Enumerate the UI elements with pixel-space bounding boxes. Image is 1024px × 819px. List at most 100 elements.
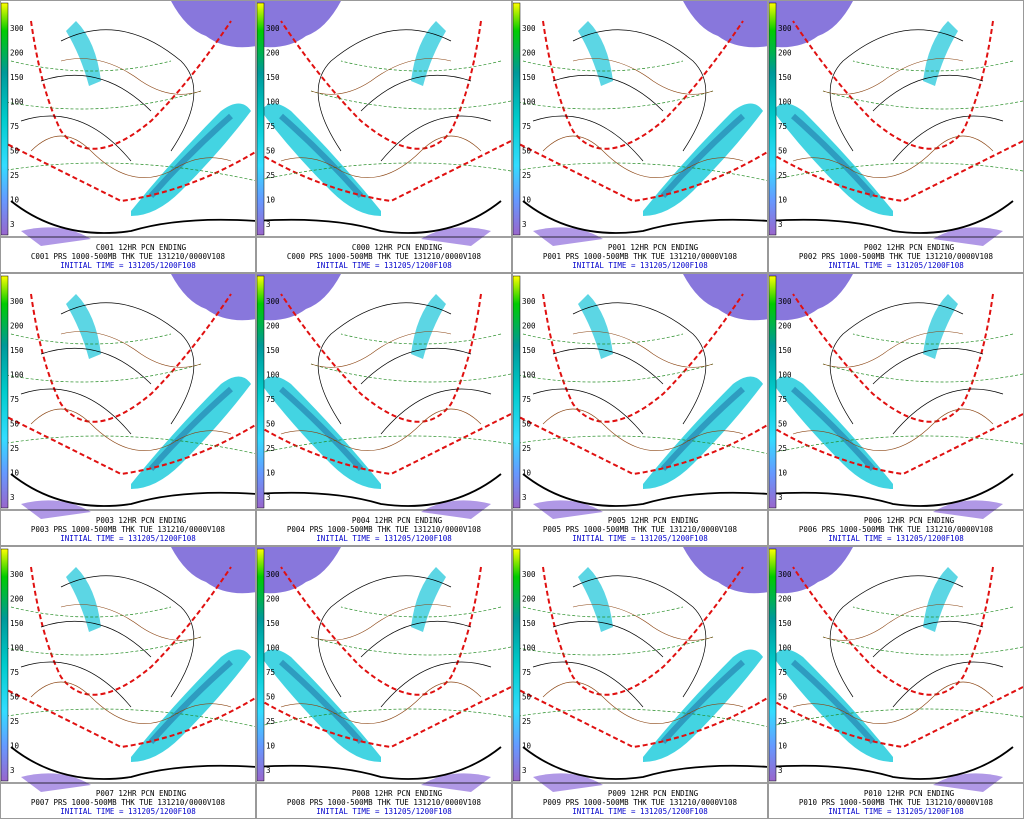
colorbar-label: 50 xyxy=(778,420,788,429)
colorbar-label: 10 xyxy=(522,196,532,205)
colorbar-label: 25 xyxy=(266,444,275,453)
colorbar-label: 50 xyxy=(778,693,788,702)
colorbar-label: 200 xyxy=(522,49,536,58)
colorbar-label: 25 xyxy=(266,171,275,180)
colorbar-label: 25 xyxy=(522,717,531,726)
map: 300 200 150 100 75 50 25 10 3 P004 12HR PCN ENDIN… xyxy=(257,274,511,543)
weather-overlay xyxy=(1,274,255,519)
weather-fields xyxy=(257,1,511,246)
panel-subtitle: P003 PRS 1000-500MB THK TUE 131210/0000V… xyxy=(31,525,226,534)
colorbar-label: 50 xyxy=(522,693,532,702)
colorbar-label: 75 xyxy=(778,395,787,404)
panel-title: C000 12HR PCN ENDING xyxy=(352,243,443,252)
map-panel: 300 200 150 100 75 50 25 10 3 P002 12HR PCN ENDIN… xyxy=(768,0,1024,273)
panel-init-time: INITIAL TIME = 131205/1200F108 xyxy=(60,261,196,270)
colorbar-label: 75 xyxy=(266,668,275,677)
colorbar-label: 75 xyxy=(778,668,787,677)
colorbar-label: 75 xyxy=(266,395,275,404)
colorbar-label: 200 xyxy=(778,49,792,58)
colorbar-label: 300 xyxy=(778,297,792,306)
colorbar-label: 100 xyxy=(778,98,792,107)
colorbar-label: 150 xyxy=(10,619,24,628)
weather-overlay xyxy=(769,547,1023,792)
panel-subtitle: C000 PRS 1000-500MB THK TUE 131210/0000V… xyxy=(287,252,482,261)
colorbar-label: 3 xyxy=(522,766,527,775)
colorbar-label: 10 xyxy=(10,469,20,478)
colorbar-label: 300 xyxy=(10,24,24,33)
colorbar-label: 25 xyxy=(10,444,19,453)
panel-title: C001 12HR PCN ENDING xyxy=(96,243,187,252)
colorbar-label: 300 xyxy=(522,570,536,579)
panel-subtitle: P009 PRS 1000-500MB THK TUE 131210/0000V… xyxy=(543,798,738,807)
weather-overlay xyxy=(257,547,511,792)
colorbar-label: 25 xyxy=(10,171,19,180)
colorbar xyxy=(513,548,521,782)
colorbar-label: 100 xyxy=(10,371,24,380)
weather-overlay xyxy=(513,547,767,792)
map-panel: 300 200 150 100 75 50 25 10 3 P005 12HR PCN ENDIN… xyxy=(512,273,768,546)
colorbar-label: 75 xyxy=(10,668,19,677)
weather-overlay xyxy=(513,274,767,519)
colorbar-label: 300 xyxy=(10,297,24,306)
colorbar-label: 50 xyxy=(266,420,276,429)
colorbar-label: 300 xyxy=(266,570,280,579)
weather-overlay xyxy=(1,1,255,246)
panel-init-time: INITIAL TIME = 131205/1200F108 xyxy=(316,807,452,816)
weather-overlay xyxy=(769,1,1023,246)
colorbar xyxy=(1,275,9,509)
colorbar xyxy=(513,275,521,509)
colorbar-label: 300 xyxy=(266,24,280,33)
colorbar-label: 100 xyxy=(10,98,24,107)
panel-subtitle: P006 PRS 1000-500MB THK TUE 131210/0000V… xyxy=(799,525,994,534)
colorbar-label: 150 xyxy=(522,346,536,355)
colorbar xyxy=(513,2,521,236)
colorbar-label: 200 xyxy=(10,49,24,58)
colorbar-label: 150 xyxy=(266,346,280,355)
panel-title: P006 12HR PCN ENDING xyxy=(864,516,955,525)
colorbar-label: 3 xyxy=(778,766,783,775)
weather-fields xyxy=(769,547,1023,792)
colorbar-label: 3 xyxy=(522,493,527,502)
colorbar-label: 150 xyxy=(266,73,280,82)
colorbar-label: 10 xyxy=(10,742,20,751)
map: 300 200 150 100 75 50 25 10 3 P001 12HR PCN ENDIN… xyxy=(513,1,767,270)
colorbar-label: 75 xyxy=(10,122,19,131)
colorbar-label: 25 xyxy=(778,171,787,180)
weather-overlay xyxy=(1,547,255,792)
colorbar-label: 100 xyxy=(522,98,536,107)
colorbar-label: 3 xyxy=(778,220,783,229)
map-panel: 300 200 150 100 75 50 25 10 3 C000 12HR PCN ENDIN… xyxy=(256,0,512,273)
colorbar-label: 150 xyxy=(266,619,280,628)
panel-subtitle: P008 PRS 1000-500MB THK TUE 131210/0000V… xyxy=(287,798,482,807)
colorbar-label: 300 xyxy=(10,570,24,579)
panel-init-time: INITIAL TIME = 131205/1200F108 xyxy=(572,261,708,270)
weather-fields xyxy=(513,274,767,519)
map-panel: 300 200 150 100 75 50 25 10 3 P009 12HR PCN ENDIN… xyxy=(512,546,768,819)
panel-title: P002 12HR PCN ENDING xyxy=(864,243,955,252)
colorbar-label: 150 xyxy=(522,73,536,82)
colorbar-label: 10 xyxy=(522,742,532,751)
panel-init-time: INITIAL TIME = 131205/1200F108 xyxy=(60,534,196,543)
colorbar-label: 100 xyxy=(10,644,24,653)
map: 300 200 150 100 75 50 25 10 3 P007 12HR PCN ENDIN… xyxy=(1,547,255,816)
colorbar-label: 50 xyxy=(522,420,532,429)
colorbar-label: 150 xyxy=(10,73,24,82)
colorbar-label: 25 xyxy=(522,171,531,180)
colorbar-label: 10 xyxy=(10,196,20,205)
colorbar-label: 50 xyxy=(522,147,532,156)
colorbar-label: 3 xyxy=(10,766,15,775)
weather-overlay xyxy=(257,1,511,246)
colorbar-label: 200 xyxy=(266,595,280,604)
colorbar-label: 75 xyxy=(522,395,531,404)
panel-subtitle: P010 PRS 1000-500MB THK TUE 131210/0000V… xyxy=(799,798,994,807)
colorbar-label: 200 xyxy=(522,322,536,331)
colorbar-label: 3 xyxy=(266,766,271,775)
weather-overlay xyxy=(257,274,511,519)
panel-init-time: INITIAL TIME = 131205/1200F108 xyxy=(828,807,964,816)
weather-fields xyxy=(769,1,1023,246)
colorbar xyxy=(257,275,265,509)
colorbar-label: 10 xyxy=(266,196,276,205)
panel-title: P003 12HR PCN ENDING xyxy=(96,516,187,525)
map: 300 200 150 100 75 50 25 10 3 P009 12HR PCN ENDIN… xyxy=(513,547,767,816)
